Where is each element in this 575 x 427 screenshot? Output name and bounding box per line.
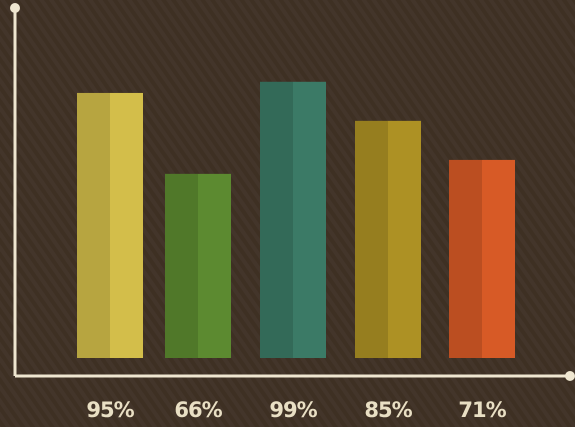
bar <box>260 81 326 358</box>
axis-end-dot <box>10 3 20 13</box>
bar-shade <box>449 159 482 358</box>
value-label: 85% <box>364 398 412 422</box>
bar-shade <box>355 120 388 358</box>
value-label: 95% <box>86 398 134 422</box>
bar-shade <box>77 92 110 358</box>
value-label: 99% <box>269 398 317 422</box>
value-label: 66% <box>174 398 222 422</box>
bar-shade <box>260 81 293 358</box>
axis-end-dot <box>565 371 575 381</box>
bar <box>449 159 515 358</box>
bar-shade <box>165 173 198 358</box>
bar <box>165 173 231 358</box>
bar <box>77 92 143 358</box>
bar <box>355 120 421 358</box>
value-label: 71% <box>458 398 506 422</box>
bars: 95% 66% 99% 85% 71% <box>77 81 515 422</box>
